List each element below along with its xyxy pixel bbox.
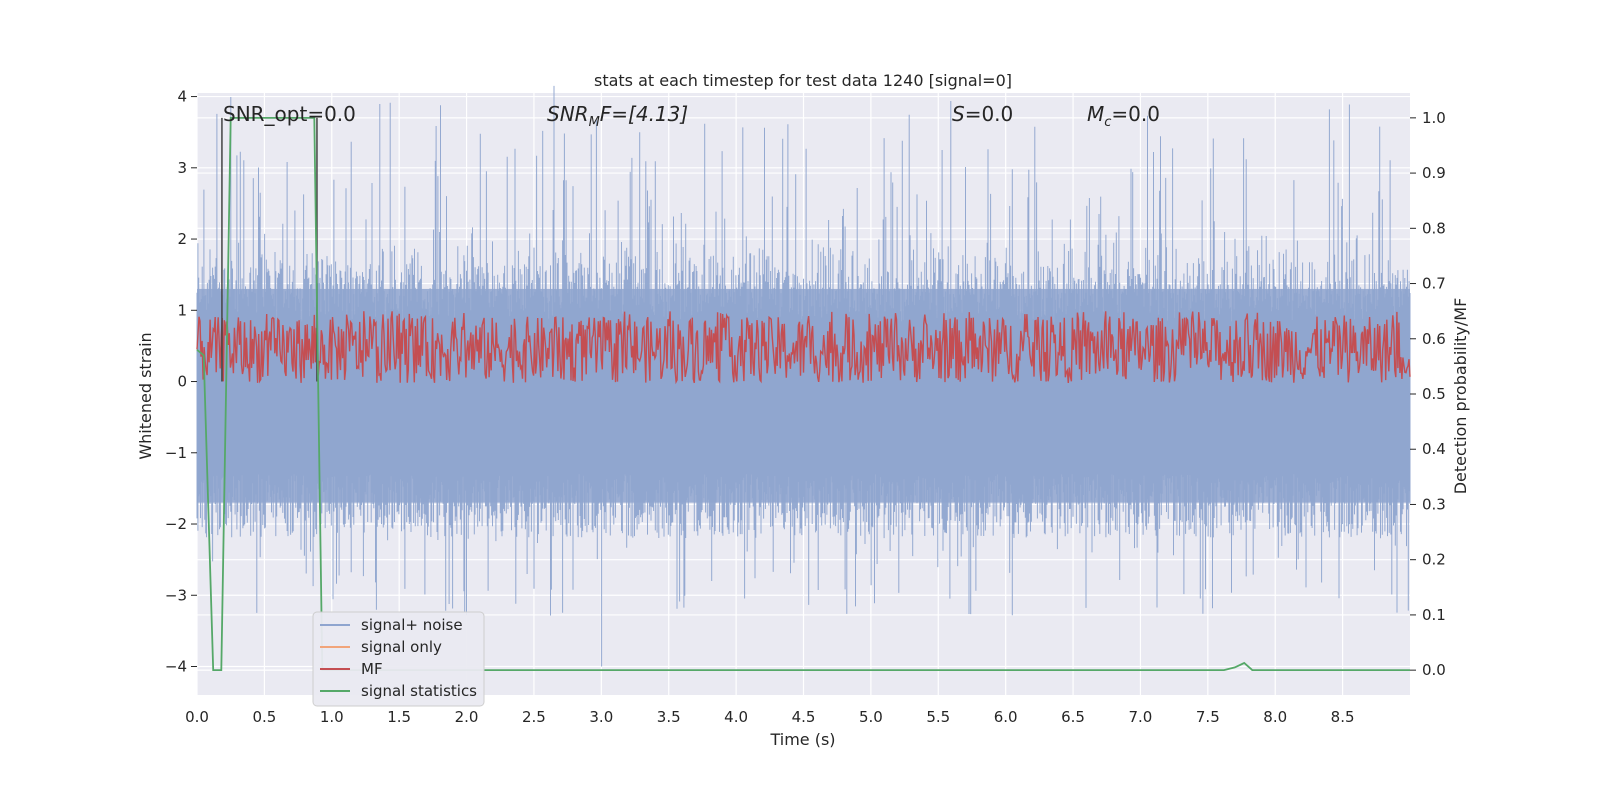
- annotation-s: S=0.0: [952, 102, 1013, 126]
- legend-label-signal-noise: signal+ noise: [361, 616, 463, 634]
- x-tick-label: 6.0: [994, 708, 1018, 726]
- legend-label-signal-statistics: signal statistics: [361, 682, 477, 700]
- x-tick-label: 7.5: [1196, 708, 1220, 726]
- annotation-snr-mf-main: SNR: [547, 102, 589, 126]
- chart-title: stats at each timestep for test data 124…: [594, 71, 1012, 90]
- annotation-snr-mf-tail: F=[4.13]: [600, 102, 688, 126]
- annotation-snr-mf-sub: M: [589, 115, 600, 130]
- y2-tick-label: 0.3: [1422, 495, 1446, 513]
- x-tick-label: 4.0: [724, 708, 748, 726]
- x-tick-label: 8.5: [1331, 708, 1355, 726]
- y-axis-ticks: 4 3 2 1 0 −1 −2 −3 −4: [165, 88, 197, 676]
- annotation-mc-sub: c: [1104, 115, 1111, 130]
- legend-label-signal-only: signal only: [361, 638, 442, 656]
- x-tick-label: 0.5: [252, 708, 276, 726]
- annotation-mc-val: =0.0: [1111, 102, 1160, 126]
- y2-tick-label: 0.9: [1422, 164, 1446, 182]
- x-tick-label: 5.0: [859, 708, 883, 726]
- mf-line: [196, 311, 1411, 385]
- x-tick-label: 2.5: [522, 708, 546, 726]
- y2-tick-label: 0.2: [1422, 551, 1446, 569]
- y2-tick-label: 0.7: [1422, 275, 1446, 293]
- x-tick-label: 4.5: [792, 708, 816, 726]
- y2-tick-label: 0.6: [1422, 330, 1446, 348]
- legend-label-mf: MF: [361, 660, 383, 678]
- x-tick-label: 1.5: [387, 708, 411, 726]
- y-tick-label: 1: [177, 301, 187, 319]
- y2-tick-label: 0.8: [1422, 219, 1446, 237]
- annotation-mc: Mc=0.0: [1087, 102, 1160, 130]
- y-tick-label: −1: [165, 444, 187, 462]
- y2-tick-label: 0.0: [1422, 661, 1446, 679]
- x-tick-label: 1.0: [320, 708, 344, 726]
- y2-axis-ticks: 1.0 0.9 0.8 0.7 0.6 0.5 0.4 0.3 0.2 0.1 0.0: [1410, 109, 1446, 679]
- y-tick-label: −3: [165, 586, 187, 604]
- series-mf: [196, 311, 1411, 385]
- x-axis-label: Time (s): [769, 730, 835, 749]
- y2-axis-label: Detection probability/MF: [1451, 298, 1470, 495]
- y-tick-label: 4: [177, 88, 187, 106]
- annotation-s-val: =0.0: [965, 102, 1014, 126]
- x-axis-ticks: 0.0 0.5 1.0 1.5 2.0 2.5 3.0 3.5 4.0 4.5 5.0 5.5 6.0 6…: [185, 708, 1354, 726]
- y2-tick-label: 0.5: [1422, 385, 1446, 403]
- y2-tick-label: 0.1: [1422, 606, 1446, 624]
- annotation-snr-mf: SNRMF=[4.13]: [547, 102, 688, 130]
- x-tick-label: 7.0: [1129, 708, 1153, 726]
- annotation-snr-opt: SNR_opt=0.0: [223, 102, 356, 126]
- x-tick-label: 3.5: [657, 708, 681, 726]
- x-tick-label: 0.0: [185, 708, 209, 726]
- x-tick-label: 2.0: [455, 708, 479, 726]
- x-tick-label: 3.0: [589, 708, 613, 726]
- y-tick-label: 2: [177, 230, 187, 248]
- x-tick-label: 6.5: [1061, 708, 1085, 726]
- y2-tick-label: 1.0: [1422, 109, 1446, 127]
- y-tick-label: 0: [177, 373, 187, 391]
- x-tick-label: 8.0: [1263, 708, 1287, 726]
- y-tick-label: −4: [165, 658, 187, 676]
- legend-box: [312, 611, 485, 707]
- y-tick-label: −2: [165, 515, 187, 533]
- annotation-mc-var: M: [1087, 102, 1104, 126]
- y-axis-label: Whitened strain: [136, 332, 155, 459]
- legend: signal+ noise signal only MF signal stat…: [312, 611, 485, 707]
- x-tick-label: 5.5: [926, 708, 950, 726]
- y2-tick-label: 0.4: [1422, 440, 1446, 458]
- y-tick-label: 3: [177, 159, 187, 177]
- annotation-s-var: S: [952, 102, 965, 126]
